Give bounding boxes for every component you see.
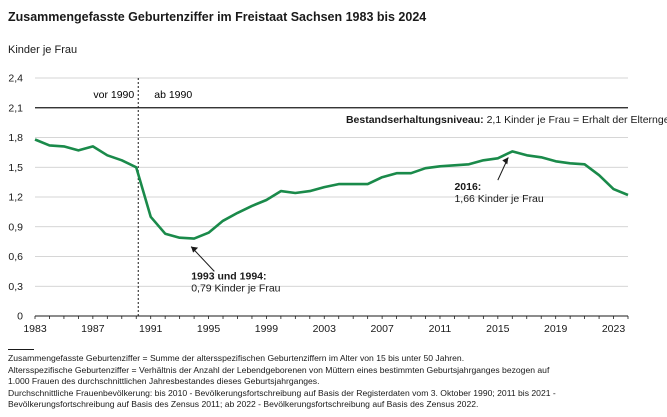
x-tick-label: 2023 (602, 323, 626, 335)
footnote-line: Durchschnittliche Frauenbevölkerung: bis… (8, 387, 556, 398)
annotation-text-2016: 1,66 Kinder je Frau (454, 193, 543, 205)
chart-title: Zusammengefasste Geburtenziffer im Freis… (8, 10, 427, 24)
x-tick-label: 1995 (197, 323, 221, 335)
x-tick-label: 2007 (370, 323, 394, 335)
birth-rate-chart: 00,30,60,91,21,51,82,12,4 1983 1987 1991 19… (8, 73, 667, 336)
annotation-arrowhead-1994 (191, 246, 199, 253)
annotation-arrowhead-2016 (502, 157, 509, 165)
grid-lines (35, 77, 628, 287)
annotation-title-2016: 2016: (454, 181, 481, 193)
period-label-after: ab 1990 (154, 89, 192, 101)
reference-line-label-bold: Bestandserhaltungsniveau: (346, 114, 484, 126)
x-tick-label: 2003 (313, 323, 337, 335)
y-axis-label: Kinder je Frau (8, 44, 78, 56)
x-tick-label: 1999 (255, 323, 279, 335)
y-tick-label: 2,4 (8, 73, 23, 85)
y-tick-label: 2,1 (8, 102, 23, 114)
footnote-line: 1.000 Frauen des durchschnittlichen Jahr… (8, 376, 320, 386)
x-tick-label: 1991 (139, 323, 163, 335)
x-axis-ticks: 1983 1987 1991 1995 1999 2003 2007 2011 2015 2019… (23, 316, 629, 335)
x-tick-label: 2015 (486, 323, 510, 335)
y-tick-label: 0,9 (8, 221, 23, 233)
x-tick-label: 2011 (429, 323, 452, 335)
y-axis-ticks: 0 0,3 0,6 0,9 1,2 1,5 1,8 2,1 2,4 (8, 73, 23, 323)
x-tick-label: 1983 (23, 323, 47, 335)
y-tick-label: 1,2 (8, 192, 23, 204)
reference-line-label-text: 2,1 Kinder je Frau = Erhalt der Elternge… (484, 114, 667, 126)
footnote-line: Zusammengefasste Geburtenziffer = Summe … (8, 353, 465, 363)
annotation-title-1994: 1993 und 1994: (191, 270, 266, 282)
annotation-text-1994: 0,79 Kinder je Frau (191, 282, 280, 294)
y-tick-label: 0,6 (8, 251, 23, 263)
footnote-line: Altersspezifische Geburtenziffer = Verhä… (8, 364, 550, 375)
footnotes: Zusammengefasste Geburtenziffer = Summe … (8, 349, 663, 411)
y-tick-label: 1,5 (8, 162, 23, 174)
footnote-line: Bevölkerungsfortschreibung auf Basis des… (8, 399, 479, 409)
y-tick-label: 0,3 (8, 281, 23, 293)
period-label-before: vor 1990 (93, 89, 134, 101)
y-tick-label: 1,8 (8, 132, 23, 144)
y-tick-label: 0 (17, 311, 23, 323)
birth-rate-line (34, 138, 629, 240)
x-tick-label: 2019 (544, 323, 568, 335)
annotations: 1993 und 1994:0,79 Kinder je Frau 2016:1,… (190, 157, 544, 294)
footnote-rule (8, 349, 34, 350)
x-tick-label: 1987 (81, 323, 105, 335)
reference-line-label: Bestandserhaltungsniveau: 2,1 Kinder je … (346, 114, 667, 126)
